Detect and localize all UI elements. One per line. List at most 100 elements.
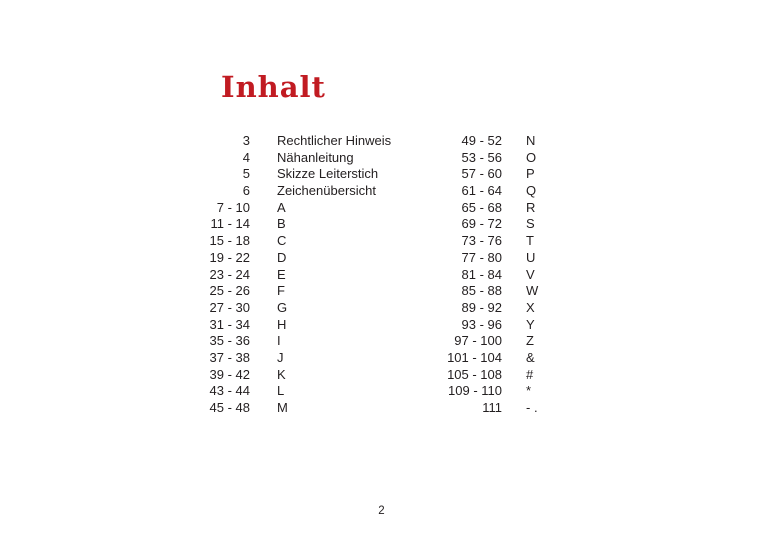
toc-pages: 27 - 30	[209, 299, 250, 315]
toc-pages: 111	[482, 400, 502, 415]
toc-label: - .	[526, 400, 538, 415]
toc-row: 49 - 52 N	[440, 133, 538, 150]
toc-pages: 5	[242, 166, 250, 182]
toc-pages: 3	[242, 133, 250, 148]
toc-row: 4 Nähanleitung	[200, 150, 391, 167]
toc-label: I	[277, 333, 281, 349]
toc-row: 11 - 14 B	[200, 216, 391, 233]
toc-pages: 31 - 34	[209, 316, 250, 332]
toc-row: 6 Zeichenübersicht	[200, 183, 391, 200]
toc-pages: 37 - 38	[209, 349, 250, 365]
toc-pages: 35 - 36	[209, 333, 250, 349]
toc-label: Y	[526, 316, 535, 332]
toc-row: 85 - 88 W	[440, 283, 539, 300]
toc-row: 43 - 44 L	[200, 383, 391, 400]
toc-row: 57 - 60 P	[440, 166, 538, 183]
toc-pages: 25 - 26	[209, 283, 250, 299]
toc-column-left: 3 Rechtlicher Hinweis 4 Nähanleitung 5 S…	[200, 133, 392, 417]
toc-pages: 23 - 24	[209, 266, 250, 282]
toc-pages: 45 - 48	[209, 400, 250, 415]
toc-row: 65 - 68 R	[440, 200, 538, 217]
toc-label: K	[277, 366, 286, 382]
toc-label: H	[277, 316, 287, 332]
toc-pages: 105 - 108	[447, 366, 502, 382]
toc-pages: 7 - 10	[216, 199, 250, 215]
toc-label: S	[526, 216, 535, 232]
toc-pages: 57 - 60	[461, 166, 502, 182]
toc-row: 81 - 84 V	[440, 267, 538, 284]
toc-label: &	[526, 349, 535, 365]
toc-label: E	[277, 266, 286, 282]
toc-row: 5 Skizze Leiterstich	[200, 166, 391, 183]
toc-row: 53 - 56 O	[440, 150, 538, 167]
toc-label: N	[526, 133, 536, 148]
toc-label: A	[277, 199, 286, 215]
toc-pages: 43 - 44	[209, 383, 250, 399]
toc-pages: 97 - 100	[454, 333, 502, 349]
toc-pages: 61 - 64	[461, 183, 502, 199]
toc-label: Z	[526, 333, 534, 349]
toc-pages: 65 - 68	[461, 199, 502, 215]
toc-row: 45 - 48 M	[200, 400, 391, 417]
toc-label: Zeichenübersicht	[277, 183, 376, 199]
toc-pages: 39 - 42	[209, 366, 250, 382]
toc-row: 101 - 104 &	[440, 350, 538, 367]
page-title: Inhalt	[221, 70, 326, 104]
toc-pages: 15 - 18	[209, 233, 250, 249]
toc-label: M	[277, 400, 288, 415]
toc-pages: 93 - 96	[461, 316, 502, 332]
toc-row: 89 - 92 X	[440, 300, 538, 317]
toc-pages: 73 - 76	[461, 233, 502, 249]
toc-label: R	[526, 199, 536, 215]
toc-row: 19 - 22 D	[200, 250, 391, 267]
toc-label: F	[277, 283, 285, 299]
toc-label: *	[526, 383, 532, 399]
toc-row: 23 - 24 E	[200, 267, 391, 284]
toc-row: 105 - 108 #	[440, 367, 538, 384]
toc-label: U	[526, 249, 536, 265]
toc-row: 15 - 18 C	[200, 233, 391, 250]
toc-pages: 77 - 80	[461, 249, 502, 265]
toc-row: 37 - 38 J	[200, 350, 391, 367]
toc-row: 97 - 100 Z	[440, 333, 538, 350]
toc-row: 61 - 64 Q	[440, 183, 538, 200]
toc-pages: 81 - 84	[461, 266, 502, 282]
toc-label: G	[277, 299, 288, 315]
toc-pages: 19 - 22	[209, 249, 250, 265]
toc-row: 109 - 110 *	[440, 383, 538, 400]
toc-row: 7 - 10 A	[200, 200, 391, 217]
toc-label: T	[526, 233, 534, 249]
toc-label: Rechtlicher Hinweis	[277, 133, 392, 148]
toc-label: #	[526, 366, 534, 382]
page-number: 2	[378, 505, 385, 517]
toc-row: 35 - 36 I	[200, 333, 391, 350]
toc-label: C	[277, 233, 287, 249]
toc-pages: 11 - 14	[210, 216, 250, 232]
toc-column-right: 49 - 52 N 53 - 56 O 57 - 60 P 61 - 64 Q …	[440, 133, 538, 417]
toc-row: 25 - 26 F	[200, 283, 391, 300]
toc-row: 3 Rechtlicher Hinweis	[200, 133, 391, 150]
toc-pages: 53 - 56	[461, 149, 502, 165]
toc-label: B	[277, 216, 286, 232]
toc-label: W	[526, 283, 539, 299]
toc-row: 27 - 30 G	[200, 300, 391, 317]
toc-pages: 4	[242, 149, 250, 165]
toc-pages: 85 - 88	[461, 283, 502, 299]
toc-pages: 6	[242, 183, 250, 199]
toc-pages: 101 - 104	[447, 349, 502, 365]
toc-row: 111 - .	[440, 400, 538, 417]
toc-label: Skizze Leiterstich	[277, 166, 379, 182]
toc-label: V	[526, 266, 535, 282]
toc-row: 93 - 96 Y	[440, 317, 538, 334]
toc-pages: 69 - 72	[461, 216, 502, 232]
toc-label: L	[277, 383, 285, 399]
toc-label: X	[526, 299, 535, 315]
toc-row: 69 - 72 S	[440, 216, 538, 233]
toc-row: 73 - 76 T	[440, 233, 538, 250]
toc-row: 77 - 80 U	[440, 250, 538, 267]
toc-pages: 49 - 52	[461, 133, 502, 148]
toc-row: 39 - 42 K	[200, 367, 391, 384]
toc-label: P	[526, 166, 535, 182]
toc-label: Nähanleitung	[277, 149, 354, 165]
